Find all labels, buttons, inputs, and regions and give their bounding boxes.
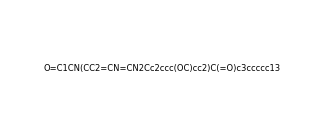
Text: O=C1CN(CC2=CN=CN2Cc2ccc(OC)cc2)C(=O)c3ccccc13: O=C1CN(CC2=CN=CN2Cc2ccc(OC)cc2)C(=O)c3cc… <box>43 64 281 74</box>
